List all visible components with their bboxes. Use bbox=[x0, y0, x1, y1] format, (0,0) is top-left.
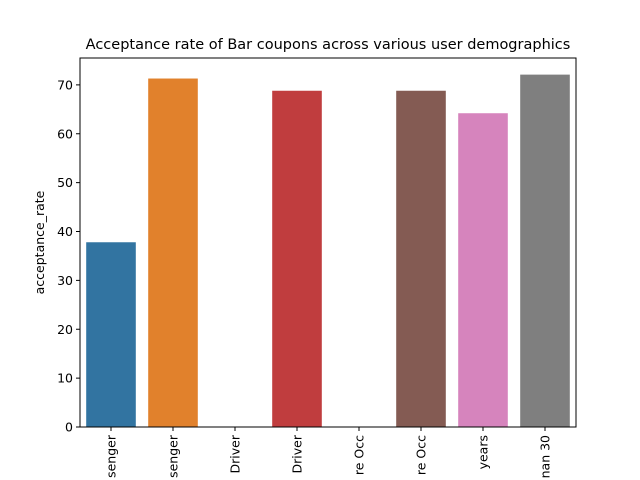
x-tick-label: re Occ bbox=[352, 435, 367, 475]
bar-2 bbox=[148, 78, 198, 427]
x-tick-label: re Occ bbox=[414, 435, 429, 475]
x-tick-label: senger bbox=[166, 434, 181, 478]
x-tick-label: nan 30 bbox=[538, 435, 553, 478]
y-tick-label: 10 bbox=[57, 371, 73, 386]
x-tick-label: senger bbox=[104, 434, 119, 478]
y-tick-label: 40 bbox=[57, 224, 73, 239]
x-tick-label: Driver bbox=[290, 434, 305, 473]
y-tick-label: 60 bbox=[57, 126, 73, 141]
bar-4 bbox=[272, 90, 322, 427]
x-tick-label: Driver bbox=[228, 434, 243, 473]
x-axis: senger senger Driver Driver re Occ re Occ year… bbox=[104, 427, 553, 478]
y-tick-label: 50 bbox=[57, 175, 73, 190]
plot-frame bbox=[79, 57, 577, 428]
y-tick-label: 0 bbox=[65, 420, 73, 435]
y-axis: 0 10 20 30 40 50 60 70 bbox=[57, 77, 80, 435]
y-tick-label: 20 bbox=[57, 322, 73, 337]
bar-7 bbox=[458, 113, 508, 427]
y-axis-label: acceptance_rate bbox=[32, 190, 47, 294]
bar-6 bbox=[396, 90, 446, 427]
bars-group bbox=[86, 74, 570, 427]
bar-8 bbox=[520, 74, 570, 427]
y-tick-label: 30 bbox=[57, 273, 73, 288]
bar-1 bbox=[86, 242, 136, 427]
chart-title: Acceptance rate of Bar coupons across va… bbox=[86, 37, 571, 53]
x-tick-label: years bbox=[476, 435, 491, 469]
y-tick-label: 70 bbox=[57, 77, 73, 92]
